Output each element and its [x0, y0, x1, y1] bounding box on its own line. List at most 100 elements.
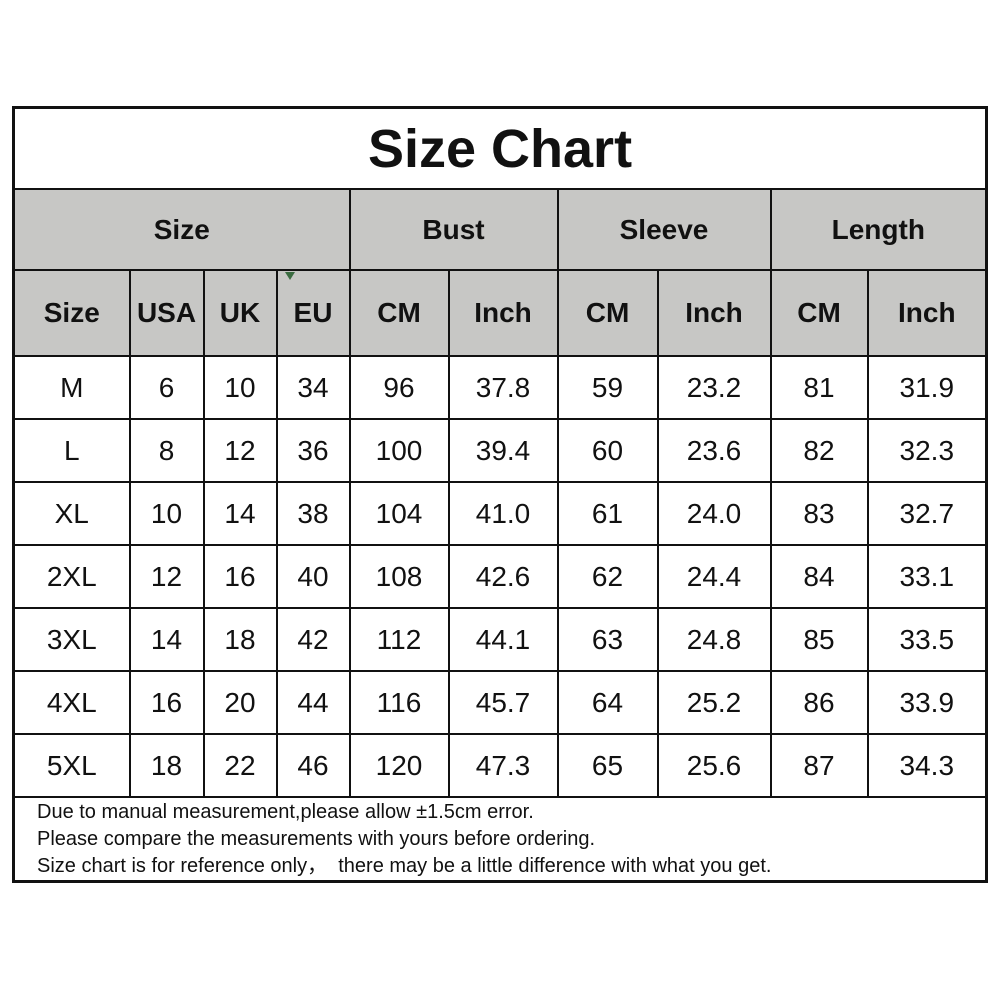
data-cell: XL — [12, 481, 131, 546]
data-cell: 14 — [202, 481, 278, 546]
column-header-bust-inch: Inch — [447, 269, 559, 357]
data-cell: 104 — [348, 481, 450, 546]
note-measurement-error: Due to manual measurement,please allow ±… — [37, 800, 534, 823]
table-row-l: L 8 12 36 100 39.4 60 23.6 82 32.3 — [12, 418, 988, 483]
column-header-sleeve-cm: CM — [556, 269, 659, 357]
data-cell: 6 — [128, 355, 205, 420]
data-cell: 40 — [275, 544, 351, 609]
data-cell: 82 — [769, 418, 869, 483]
data-cell: 18 — [128, 733, 205, 798]
data-cell: 24.8 — [656, 607, 772, 672]
column-header-uk: UK — [202, 269, 278, 357]
data-cell: 2XL — [12, 544, 131, 609]
data-cell: 62 — [556, 544, 659, 609]
title-row: Size Chart — [12, 106, 988, 190]
data-cell: 12 — [128, 544, 205, 609]
column-header-size: Size — [12, 269, 131, 357]
green-corner-artifact — [285, 272, 295, 280]
data-cell: 14 — [128, 607, 205, 672]
data-cell: 45.7 — [447, 670, 559, 735]
data-cell: 42.6 — [447, 544, 559, 609]
table-row-m: M 6 10 34 96 37.8 59 23.2 81 31.9 — [12, 355, 988, 420]
table-row-4xl: 4XL 16 20 44 116 45.7 64 25.2 86 33.9 — [12, 670, 988, 735]
data-cell: 64 — [556, 670, 659, 735]
data-cell: 4XL — [12, 670, 131, 735]
data-cell: 42 — [275, 607, 351, 672]
data-cell: 44 — [275, 670, 351, 735]
data-cell: 34 — [275, 355, 351, 420]
data-cell: 20 — [202, 670, 278, 735]
data-cell: 81 — [769, 355, 869, 420]
size-chart-table: Size Chart Size Bust Sleeve Length Size … — [12, 106, 989, 883]
data-cell: 25.6 — [656, 733, 772, 798]
data-cell: 18 — [202, 607, 278, 672]
data-cell: 38 — [275, 481, 351, 546]
column-header-length-cm: CM — [769, 269, 869, 357]
column-header-length-inch: Inch — [866, 269, 988, 357]
data-cell: 16 — [128, 670, 205, 735]
data-cell: 37.8 — [447, 355, 559, 420]
data-cell: 87 — [769, 733, 869, 798]
data-cell: 33.1 — [866, 544, 988, 609]
data-cell: 100 — [348, 418, 450, 483]
data-cell: 41.0 — [447, 481, 559, 546]
data-cell: 10 — [128, 481, 205, 546]
column-header-sleeve-inch: Inch — [656, 269, 772, 357]
data-cell: 31.9 — [866, 355, 988, 420]
data-cell: 65 — [556, 733, 659, 798]
data-cell: L — [12, 418, 131, 483]
data-cell: 85 — [769, 607, 869, 672]
data-cell: M — [12, 355, 131, 420]
data-cell: 24.0 — [656, 481, 772, 546]
group-header-row: Size Bust Sleeve Length — [12, 188, 988, 271]
group-header-size: Size — [12, 188, 351, 271]
column-header-bust-cm: CM — [348, 269, 450, 357]
data-cell: 22 — [202, 733, 278, 798]
group-header-length: Length — [769, 188, 988, 271]
data-cell: 23.2 — [656, 355, 772, 420]
data-cell: 36 — [275, 418, 351, 483]
data-cell: 25.2 — [656, 670, 772, 735]
data-cell: 23.6 — [656, 418, 772, 483]
data-cell: 60 — [556, 418, 659, 483]
data-cell: 39.4 — [447, 418, 559, 483]
data-cell: 3XL — [12, 607, 131, 672]
group-header-bust: Bust — [348, 188, 559, 271]
data-cell: 32.7 — [866, 481, 988, 546]
data-cell: 33.5 — [866, 607, 988, 672]
data-cell: 10 — [202, 355, 278, 420]
column-header-row: Size USA UK EU CM Inch CM Inch CM Inch — [12, 269, 988, 357]
data-cell: 16 — [202, 544, 278, 609]
data-cell: 83 — [769, 481, 869, 546]
column-header-eu: EU — [275, 269, 351, 357]
page-title: Size Chart — [12, 106, 988, 190]
data-cell: 120 — [348, 733, 450, 798]
data-cell: 24.4 — [656, 544, 772, 609]
table-row-xl: XL 10 14 38 104 41.0 61 24.0 83 32.7 — [12, 481, 988, 546]
data-cell: 8 — [128, 418, 205, 483]
data-cell: 34.3 — [866, 733, 988, 798]
data-cell: 5XL — [12, 733, 131, 798]
note-reference-only: Size chart is for reference only， there … — [37, 854, 772, 877]
group-header-sleeve: Sleeve — [556, 188, 772, 271]
data-cell: 44.1 — [447, 607, 559, 672]
data-cell: 61 — [556, 481, 659, 546]
table-row-2xl: 2XL 12 16 40 108 42.6 62 24.4 84 33.1 — [12, 544, 988, 609]
data-cell: 112 — [348, 607, 450, 672]
data-cell: 116 — [348, 670, 450, 735]
data-cell: 33.9 — [866, 670, 988, 735]
data-cell: 12 — [202, 418, 278, 483]
notes-row: Due to manual measurement,please allow ±… — [12, 796, 988, 883]
table-row-3xl: 3XL 14 18 42 112 44.1 63 24.8 85 33.5 — [12, 607, 988, 672]
data-cell: 32.3 — [866, 418, 988, 483]
data-cell: 108 — [348, 544, 450, 609]
table-row-5xl: 5XL 18 22 46 120 47.3 65 25.6 87 34.3 — [12, 733, 988, 798]
data-cell: 84 — [769, 544, 869, 609]
data-cell: 96 — [348, 355, 450, 420]
note-compare-measurements: Please compare the measurements with you… — [37, 827, 596, 850]
notes-block: Due to manual measurement,please allow ±… — [16, 799, 985, 880]
data-cell: 63 — [556, 607, 659, 672]
data-cell: 86 — [769, 670, 869, 735]
column-header-usa: USA — [128, 269, 205, 357]
